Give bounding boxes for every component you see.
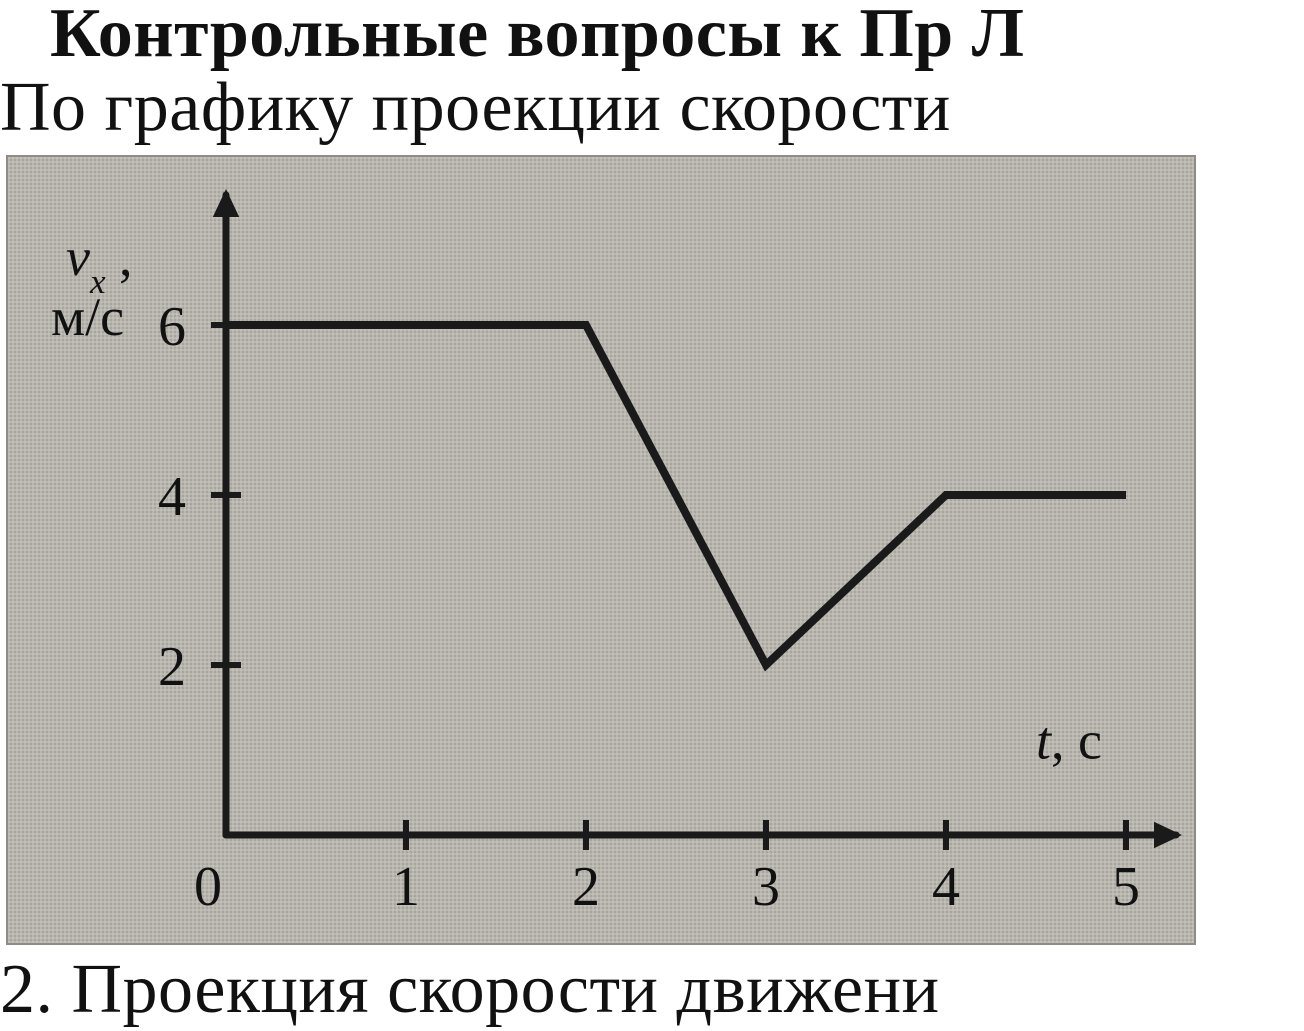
x-tick-label: 5 [1112, 856, 1140, 918]
x-tick-label: 3 [752, 856, 780, 918]
velocity-line [226, 325, 1126, 665]
x-tick-label: 2 [572, 856, 600, 918]
paragraph-line-1: По графику проекции скорости [0, 68, 951, 148]
x-tick-label: 1 [392, 856, 420, 918]
y-tick-label: 4 [158, 466, 186, 528]
x-tick-label: 4 [932, 856, 960, 918]
y-axis-label-line2: м/с [51, 287, 124, 347]
velocity-chart: 012345246vx ,м/сt, с [6, 155, 1196, 945]
y-tick-label: 6 [158, 296, 186, 358]
chart-svg: 012345246vx ,м/сt, с [6, 155, 1196, 945]
page: Контрольные вопросы к Пр Л По графику пр… [0, 0, 1304, 1031]
x-tick-label: 0 [194, 856, 222, 918]
y-axis-arrow [213, 189, 239, 217]
x-axis-label: t, с [1036, 711, 1102, 771]
y-tick-label: 2 [158, 636, 186, 698]
paragraph-line-2: 2. Проекция скорости движени [0, 950, 940, 1030]
page-title-cut: Контрольные вопросы к Пр Л [50, 0, 1024, 74]
x-axis-arrow [1154, 822, 1182, 848]
